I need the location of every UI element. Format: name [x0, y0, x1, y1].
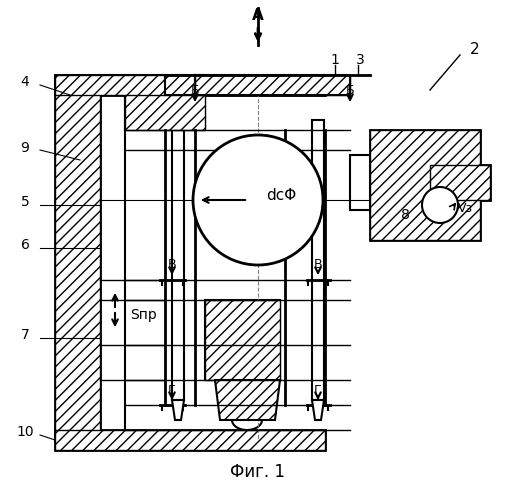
Text: Г: Г [168, 384, 176, 396]
Bar [205, 300, 280, 380]
Bar [55, 75, 325, 95]
Text: 8: 8 [400, 208, 409, 222]
Text: Б: Б [346, 84, 354, 96]
Text: Vз: Vз [458, 202, 473, 214]
Text: 4: 4 [21, 75, 29, 89]
Text: 1: 1 [330, 53, 339, 67]
Text: Б: Б [191, 84, 199, 96]
Bar [55, 75, 100, 440]
Text: 10: 10 [16, 425, 34, 439]
Bar [195, 75, 350, 95]
Bar [370, 130, 480, 240]
Bar [55, 75, 100, 440]
Bar [125, 75, 205, 130]
Bar [312, 120, 324, 400]
Text: А: А [252, 8, 264, 23]
Bar [100, 75, 125, 440]
Circle shape [193, 135, 323, 265]
Text: dсΦ: dсΦ [266, 188, 296, 202]
Text: 5: 5 [21, 195, 29, 209]
Text: Фиг. 1: Фиг. 1 [231, 463, 286, 481]
Text: Sпр: Sпр [130, 308, 157, 322]
Text: 2: 2 [470, 42, 480, 58]
Bar [205, 300, 280, 380]
Bar [125, 75, 205, 130]
Text: 6: 6 [20, 238, 29, 252]
Bar [55, 75, 325, 95]
Circle shape [422, 187, 458, 223]
Polygon shape [312, 400, 324, 420]
Bar [390, 160, 440, 210]
Bar [430, 165, 490, 200]
Text: Г: Г [314, 384, 322, 396]
Bar [430, 165, 490, 200]
Bar [172, 120, 184, 400]
Text: 9: 9 [20, 141, 29, 155]
Text: В: В [168, 258, 176, 272]
Bar [350, 155, 370, 210]
Bar [55, 430, 325, 450]
Text: В: В [314, 258, 322, 272]
Polygon shape [172, 400, 184, 420]
Bar [370, 130, 480, 240]
Text: 3: 3 [355, 53, 364, 67]
Polygon shape [215, 380, 280, 420]
Bar [55, 430, 325, 450]
Text: 7: 7 [21, 328, 29, 342]
Bar [195, 75, 350, 95]
